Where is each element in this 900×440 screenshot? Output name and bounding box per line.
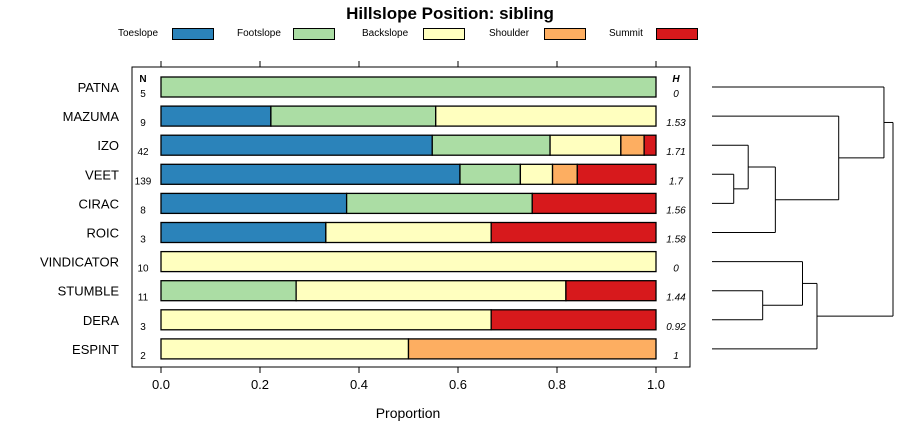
bar-segment-summit-izo [643, 134, 657, 156]
n-value: 8 [140, 205, 146, 216]
category-label: ROIC [87, 226, 120, 241]
h-value: 1.58 [666, 235, 686, 246]
bar-segment-summit-roic [490, 221, 657, 244]
bar-segment-backslope-stumble [295, 280, 567, 302]
n-column-header: N [139, 74, 146, 85]
legend-swatch-footslope [293, 28, 335, 40]
bar-segment-summit-cirac [531, 192, 657, 215]
h-value: 1.56 [666, 205, 686, 216]
legend-swatch-toeslope [172, 28, 214, 40]
bar-segment-shoulder-izo [620, 134, 645, 156]
x-tick-label: 0.0 [152, 377, 170, 392]
bar-segment-toeslope-izo [160, 134, 433, 156]
legend-label-backslope: Backslope [362, 28, 409, 39]
n-value: 11 [138, 293, 149, 304]
x-axis-label: Proportion [376, 405, 441, 421]
bar-segment-summit-dera [490, 309, 657, 331]
x-tick-label: 1.0 [647, 377, 665, 392]
n-value: 9 [140, 118, 146, 129]
h-value: 1 [673, 351, 679, 362]
legend-label-footslope: Footslope [237, 28, 281, 39]
n-value: 5 [140, 89, 146, 100]
n-value: 42 [137, 147, 149, 158]
n-value: 2 [140, 351, 146, 362]
bar-segment-footslope-patna [160, 76, 657, 98]
bar-segment-shoulder-espint [407, 338, 657, 360]
bar-segment-footslope-stumble [160, 280, 297, 302]
x-tick-label: 0.6 [449, 377, 467, 392]
h-value: 0 [673, 264, 679, 275]
h-value: 1.53 [666, 118, 686, 129]
x-tick-label: 0.2 [251, 377, 269, 392]
chart-title: Hillslope Position: sibling [346, 4, 554, 23]
n-value: 3 [140, 235, 146, 246]
legend-label-toeslope: Toeslope [118, 28, 159, 39]
bar-segment-footslope-veet [459, 163, 522, 185]
bar-segment-toeslope-cirac [160, 192, 348, 215]
bar-segment-shoulder-veet [551, 163, 578, 185]
bar-segment-backslope-mazuma [435, 105, 657, 127]
bar-segment-footslope-izo [431, 134, 551, 156]
h-column-header: H [672, 74, 680, 85]
n-value: 3 [140, 322, 146, 333]
bar-segment-footslope-cirac [345, 192, 533, 215]
x-tick-label: 0.4 [350, 377, 368, 392]
h-value: 1.44 [666, 293, 686, 304]
legend-swatch-shoulder [544, 28, 586, 40]
category-label: IZO [97, 138, 119, 153]
h-value: 1.71 [666, 147, 685, 158]
bar-segment-toeslope-veet [160, 163, 461, 185]
h-value: 0 [673, 89, 679, 100]
category-label: STUMBLE [58, 284, 120, 299]
bar-segment-toeslope-mazuma [160, 105, 272, 127]
bar-segment-backslope-izo [549, 134, 622, 156]
bar-segment-footslope-mazuma [270, 105, 437, 127]
x-tick-label: 0.8 [548, 377, 566, 392]
category-label: PATNA [78, 80, 120, 95]
bar-segment-backslope-dera [160, 309, 492, 331]
category-label: MAZUMA [63, 109, 120, 124]
bar-segment-summit-stumble [565, 280, 657, 302]
category-label: ESPINT [72, 342, 119, 357]
legend-label-shoulder: Shoulder [489, 28, 530, 39]
n-value: 10 [137, 264, 149, 275]
legend-swatch-summit [656, 28, 698, 40]
bar-segment-summit-veet [576, 163, 657, 185]
bar-segment-backslope-veet [519, 163, 554, 185]
bar-segment-backslope-espint [160, 338, 410, 360]
plot-frame [131, 66, 691, 368]
legend-label-summit: Summit [609, 28, 643, 39]
category-label: CIRAC [79, 196, 119, 211]
bar-segment-backslope-roic [325, 221, 492, 244]
bar-segment-backslope-vindicator [160, 250, 657, 273]
h-value: 1.7 [669, 176, 683, 187]
n-value: 139 [135, 176, 152, 187]
h-value: 0.92 [666, 322, 686, 333]
category-label: VINDICATOR [40, 255, 119, 270]
category-label: DERA [83, 313, 119, 328]
legend-swatch-backslope [423, 28, 465, 40]
category-label: VEET [85, 167, 119, 182]
bar-segment-toeslope-roic [160, 221, 327, 244]
